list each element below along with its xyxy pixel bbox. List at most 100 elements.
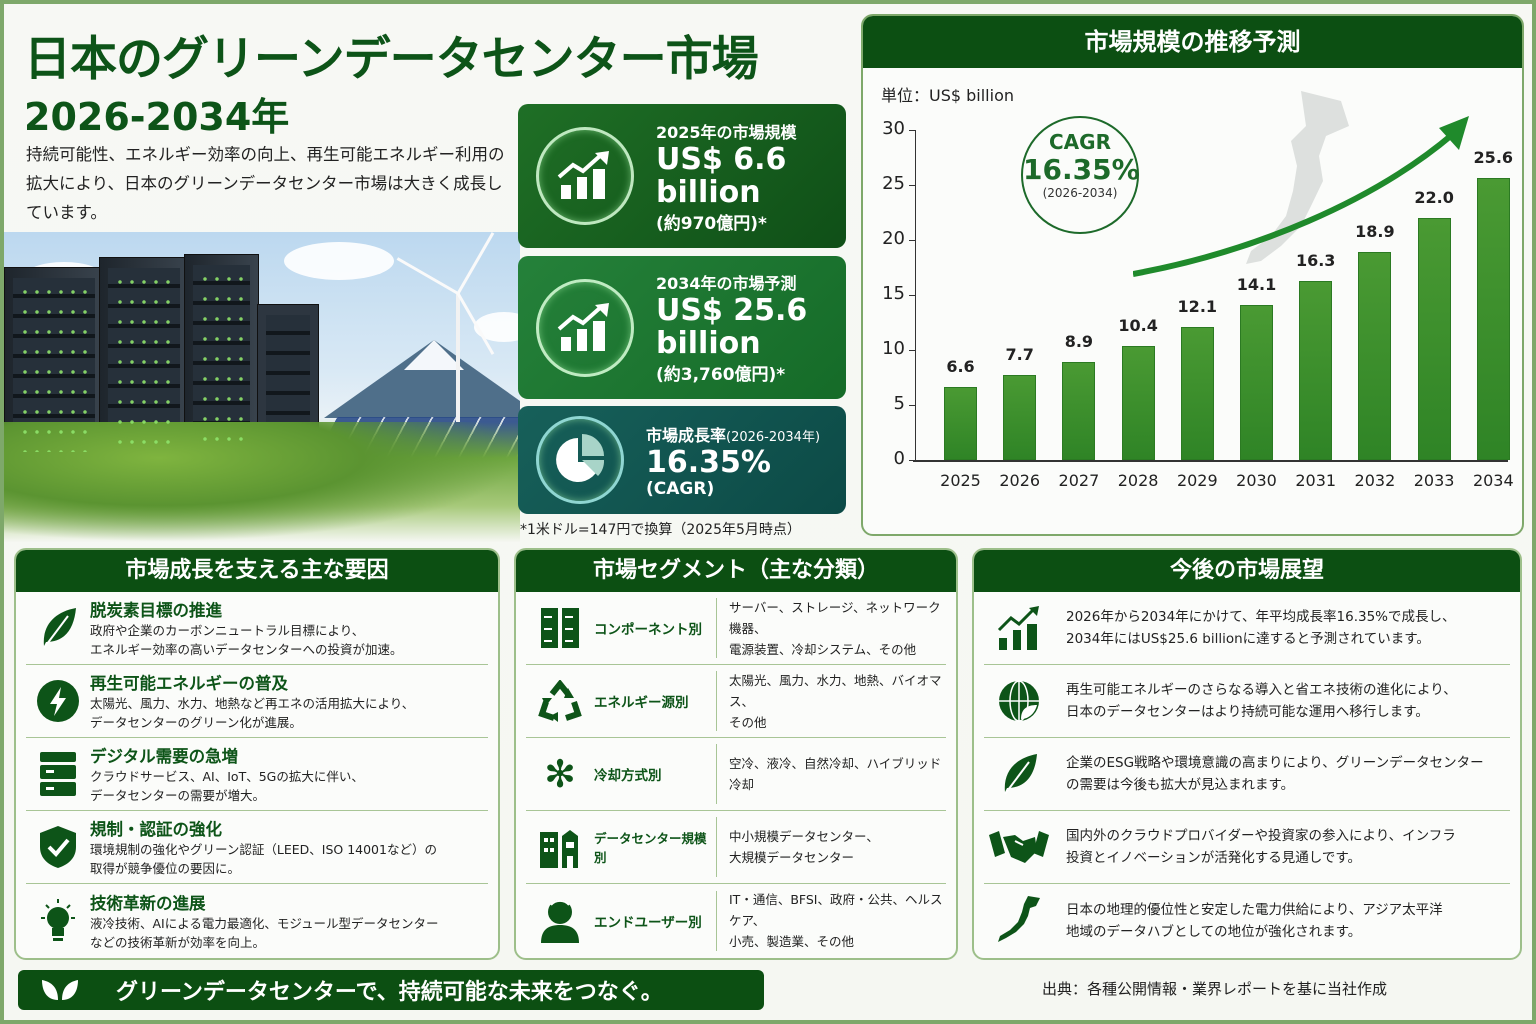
driver-item: 規制・認証の強化 環境規制の強化やグリーン認証（LEED、ISO 14001など）… bbox=[26, 811, 488, 884]
shield-check-icon bbox=[40, 826, 76, 868]
driver-item: 再生可能エネルギーの普及 太陽光、風力、水力、地熱など再エネの活用拡大により、 デー… bbox=[26, 665, 488, 738]
y-tick: 25 bbox=[882, 173, 905, 194]
server-rack bbox=[99, 257, 189, 467]
driver-item: デジタル需要の急増 クラウドサービス、AI、IoT、5Gの拡大に伴い、 データセンタ… bbox=[26, 738, 488, 811]
server-rack bbox=[4, 267, 104, 467]
pie-chart-icon bbox=[536, 416, 624, 504]
outlook-item: 企業のESG戦略や環境意識の高まりにより、グリーンデータセンター の需要は今後も拡… bbox=[984, 738, 1510, 811]
hero-image-datacenter-fuji bbox=[4, 232, 520, 542]
bar-2030 bbox=[1240, 304, 1273, 460]
globe-leaf-icon bbox=[999, 680, 1039, 722]
kpi-card-cagr: 市場成長率(2026-2034年) 16.35% (CAGR) bbox=[518, 406, 846, 514]
kpi-value: US$ 25.6 bbox=[656, 293, 808, 328]
bar-2034 bbox=[1476, 178, 1510, 460]
bar-2029 bbox=[1180, 326, 1214, 460]
slogan-banner: グリーンデータセンターで、持続可能な未来をつなぐ。 bbox=[18, 970, 764, 1010]
kpi-label: 市場成長率(2026-2034年) bbox=[646, 425, 821, 445]
y-tick: 5 bbox=[893, 393, 905, 414]
page-title: 日本のグリーンデータセンター市場 bbox=[24, 32, 759, 87]
bar-value-label: 16.3 bbox=[1295, 250, 1336, 270]
chart-unit: 単位：US$ billion bbox=[881, 86, 1015, 105]
growth-arrow bbox=[1133, 116, 1469, 277]
panel-title: 市場セグメント（主な分類） bbox=[516, 550, 956, 592]
growth-chart-icon bbox=[997, 606, 1039, 650]
recycle-icon bbox=[538, 680, 582, 722]
bar-value-label: 8.9 bbox=[1064, 332, 1094, 352]
bar-value-label: 7.7 bbox=[1005, 345, 1034, 365]
x-tick: 2032 bbox=[1354, 471, 1396, 490]
x-tick: 2028 bbox=[1117, 471, 1159, 490]
lightbulb-icon bbox=[41, 898, 75, 941]
panel-title: 市場成長を支える主な要因 bbox=[16, 550, 498, 592]
bar-value-label: 12.1 bbox=[1177, 296, 1218, 316]
page-subtitle: 2026-2034年 bbox=[24, 95, 290, 139]
driver-item: 脱炭素目標の推進 政府や企業のカーボンニュートラル目標により、 エネルギー効率の高い… bbox=[26, 592, 488, 665]
snowflake-icon: ✻ bbox=[544, 752, 576, 796]
kpi-label: 2034年の市場予測 bbox=[656, 274, 797, 293]
growth-drivers-panel: 市場成長を支える主な要因 脱炭素目標の推進 政府や企業のカーボンニュートラル目標に… bbox=[14, 548, 500, 960]
bar-value-label: 25.6 bbox=[1473, 148, 1514, 168]
kpi-label: 2025年の市場規模 bbox=[656, 122, 797, 142]
outlook-item: 再生可能エネルギーのさらなる導入と省エネ技術の進化により、 日本のデータセンターは… bbox=[984, 665, 1510, 738]
bar-2025 bbox=[944, 387, 977, 460]
bar-value-label: 22.0 bbox=[1414, 188, 1454, 207]
segment-row: コンポーネント別 サーバー、ストレージ、ネットワーク機器、 電源装置、冷却システム… bbox=[526, 592, 946, 665]
japan-map-icon bbox=[998, 895, 1040, 942]
market-outlook-panel: 今後の市場展望 2026年から2034年にかけて、年平均成長率16.35%で成長… bbox=[972, 548, 1522, 960]
kpi-sub: (約970億円)* bbox=[656, 213, 767, 234]
kpi-value-unit: billion bbox=[656, 326, 761, 361]
y-tick: 0 bbox=[893, 448, 905, 469]
kpi-value: 16.35% bbox=[646, 444, 771, 480]
bar-2028 bbox=[1121, 345, 1155, 460]
leaf-icon bbox=[43, 608, 76, 649]
y-tick: 30 bbox=[882, 118, 905, 139]
kpi-card-2025-market-size: 2025年の市場規模 US$ 6.6 billion (約970億円)* bbox=[518, 104, 846, 248]
market-segments-panel: 市場セグメント（主な分類） コンポーネント別 サーバー、ストレージ、ネットワーク… bbox=[514, 548, 958, 960]
server-rack-icon bbox=[541, 608, 579, 648]
bar-2031 bbox=[1299, 280, 1333, 460]
chart-title: 市場規模の推移予測 bbox=[863, 16, 1522, 68]
leaves-icon bbox=[40, 978, 80, 1002]
kpi-sub: (CAGR) bbox=[646, 478, 715, 499]
bar-2027 bbox=[1062, 362, 1096, 460]
market-size-chart-panel: 市場規模の推移予測 単位：US$ billion CAGR 16.35% (20… bbox=[861, 14, 1524, 536]
y-tick: 20 bbox=[882, 228, 905, 249]
outlook-item: 2026年から2034年にかけて、年平均成長率16.35%で成長し、 2034年に… bbox=[984, 592, 1510, 665]
outlook-item: 国内外のクラウドプロバイダーや投資家の参入により、インフラ 投資とイノベーションが… bbox=[984, 811, 1510, 884]
driver-item: 技術革新の進展 液冷技術、AIによる電力最適化、モジュール型データセンター などの技… bbox=[26, 884, 488, 957]
bar-value-label: 10.4 bbox=[1118, 315, 1158, 335]
kpi-value: US$ 6.6 bbox=[656, 141, 787, 177]
lightning-icon bbox=[37, 680, 79, 722]
intro-text: 持続可能性、エネルギー効率の向上、再生可能エネルギー利用の拡大により、日本のグリ… bbox=[26, 145, 505, 222]
segment-row: エネルギー源別 太陽光、風力、水力、地熱、バイオマス、 その他 bbox=[526, 665, 946, 738]
kpi-value-unit: billion bbox=[656, 174, 761, 210]
y-tick: 10 bbox=[882, 338, 905, 359]
bar-2032 bbox=[1358, 252, 1392, 460]
panel-title: 今後の市場展望 bbox=[974, 550, 1520, 592]
handshake-icon bbox=[989, 831, 1049, 863]
x-tick: 2026 bbox=[999, 471, 1041, 490]
user-icon bbox=[541, 899, 579, 943]
building-icon bbox=[540, 830, 578, 868]
growth-chart-icon bbox=[536, 127, 634, 225]
source-note: 出典：各種公開情報・業界レポートを基に当社作成 bbox=[1042, 980, 1388, 998]
x-tick: 2030 bbox=[1236, 471, 1277, 490]
segment-row: エンドユーザー別 IT・通信、BFSI、政府・公共、ヘルスケア、 小売、製造業、そ… bbox=[526, 884, 946, 957]
bar-value-label: 14.1 bbox=[1236, 274, 1277, 294]
segment-row: ✻ 冷却方式別 空冷、液冷、自然冷却、ハイブリッド冷却 bbox=[526, 738, 946, 811]
wind-turbine bbox=[396, 232, 495, 422]
currency-note: *1米ドル=147円で換算（2025年5月時点） bbox=[520, 522, 801, 538]
growth-chart-icon bbox=[536, 278, 634, 377]
bar-value-label: 6.6 bbox=[946, 357, 975, 377]
bar-2026 bbox=[1003, 375, 1037, 460]
outlook-item: 日本の地理的優位性と安定した電力供給により、アジア太平洋 地域のデータハブとしての… bbox=[984, 884, 1510, 957]
kpi-sub: (約3,760億円)* bbox=[656, 365, 786, 385]
x-tick: 2033 bbox=[1413, 471, 1455, 490]
cagr-badge: CAGR 16.35% (2026-2034) bbox=[1021, 116, 1140, 234]
server-icon bbox=[40, 752, 76, 796]
bar-2033 bbox=[1417, 218, 1451, 460]
leaf-icon bbox=[1004, 754, 1037, 795]
kpi-card-2034-forecast: 2034年の市場予測 US$ 25.6 billion (約3,760億円)* bbox=[518, 256, 846, 399]
segment-row: データセンター規模別 中小規模データセンター、 大規模データセンター bbox=[526, 811, 946, 884]
x-tick: 2025 bbox=[940, 471, 981, 490]
